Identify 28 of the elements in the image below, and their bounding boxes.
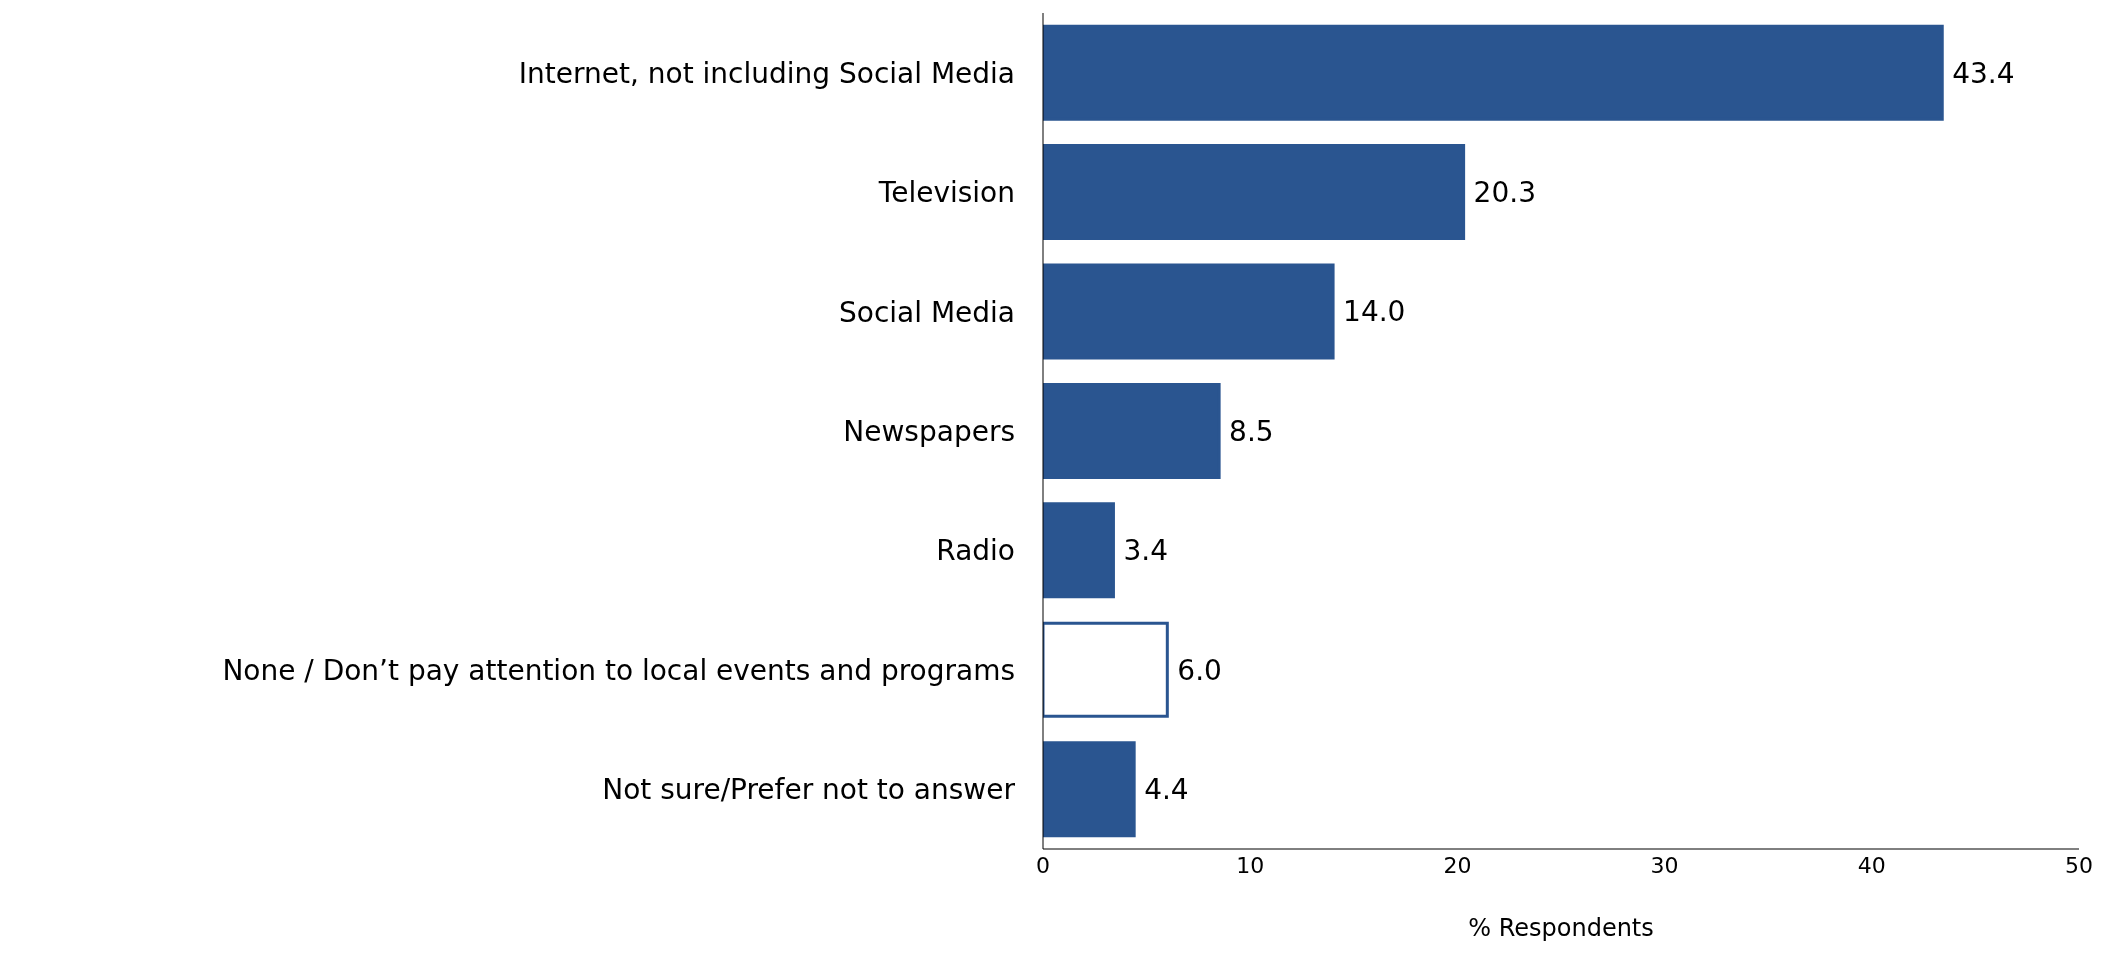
y-tick-label: Not sure/Prefer not to answer (602, 773, 1016, 807)
bar (1043, 24, 1944, 121)
x-tick-label: 0 (1036, 852, 1050, 878)
bar (1043, 382, 1221, 479)
y-tick-label: Social Media (838, 295, 1015, 329)
bar (1043, 621, 1169, 718)
x-tick-label: 10 (1236, 852, 1265, 878)
data-label: 4.4 (1144, 773, 1189, 807)
bar (1043, 741, 1136, 838)
data-label: 43.4 (1952, 56, 2015, 90)
data-label: 8.5 (1229, 414, 1274, 448)
x-tick-label: 30 (1650, 852, 1679, 878)
x-tick-label: 20 (1443, 852, 1472, 878)
x-axis-title: % Respondents (1468, 914, 1654, 942)
bar (1043, 144, 1466, 241)
data-label: 6.0 (1177, 653, 1222, 687)
bar (1043, 263, 1335, 360)
y-tick-label: Radio (936, 534, 1015, 568)
y-tick-label: None / Don’t pay attention to local events and programs (222, 653, 1015, 687)
data-label: 20.3 (1473, 176, 1536, 210)
x-tick-label: 50 (2065, 852, 2093, 878)
y-tick-label: Newspapers (843, 414, 1015, 448)
bar (1043, 502, 1115, 599)
x-tick-label: 40 (1857, 852, 1886, 878)
data-label: 3.4 (1123, 534, 1168, 568)
y-tick-label: Television (877, 176, 1015, 210)
y-tick-label: Internet, not including Social Media (518, 56, 1015, 90)
data-label: 14.0 (1343, 295, 1406, 329)
